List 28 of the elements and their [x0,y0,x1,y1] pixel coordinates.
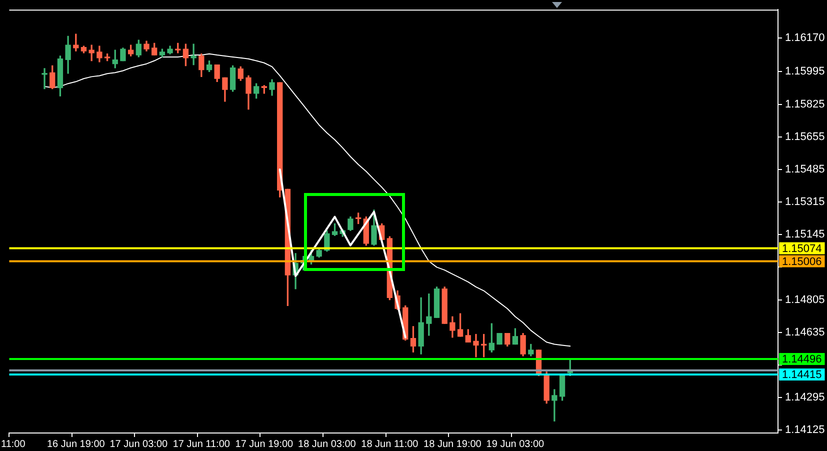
y-tick-label: 1.15145 [785,228,825,241]
y-tick-label: 1.15995 [785,66,825,78]
x-tick-label: 11:00 [0,438,26,450]
y-tick-label: 1.15655 [785,130,825,143]
x-tick-label: 17 Jun 11:00 [172,438,230,450]
x-tick-label: 16 Jun 19:00 [46,438,106,450]
ref-line-label: 1.15074 [782,242,822,255]
candlestick [473,334,479,358]
ref-line-label: 1.14496 [782,354,822,366]
y-tick-label: 1.14635 [785,326,825,338]
x-tick-label: 17 Jun 03:00 [110,438,168,450]
y-tick-label: 1.16170 [785,32,825,44]
candlestick [552,389,558,422]
x-tick-label: 18 Jun 11:00 [361,438,419,450]
x-tick-label: 18 Jun 19:00 [424,438,482,450]
ref-line-label: 1.14415 [782,369,822,382]
x-tick-label: 17 Jun 19:00 [235,438,294,450]
candlestick [190,44,196,66]
y-tick-label: 1.14125 [785,424,825,436]
x-tick-label: 18 Jun 03:00 [298,438,356,450]
y-tick-label: 1.15315 [785,196,825,208]
x-tick-label: 19 Jun 03:00 [486,438,545,450]
ref-line-label: 1.15006 [782,256,822,268]
candlestick [42,68,48,90]
y-tick-label: 1.14805 [785,294,825,306]
y-tick-label: 1.15825 [785,98,825,110]
y-tick-label: 1.14295 [785,392,825,404]
y-tick-label: 1.15485 [785,163,825,176]
